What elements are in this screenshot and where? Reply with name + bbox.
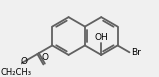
Text: O: O (21, 57, 28, 66)
Text: O: O (41, 53, 48, 62)
Text: CH₂CH₃: CH₂CH₃ (0, 68, 31, 77)
Text: Br: Br (131, 48, 141, 57)
Text: OH: OH (94, 33, 108, 42)
